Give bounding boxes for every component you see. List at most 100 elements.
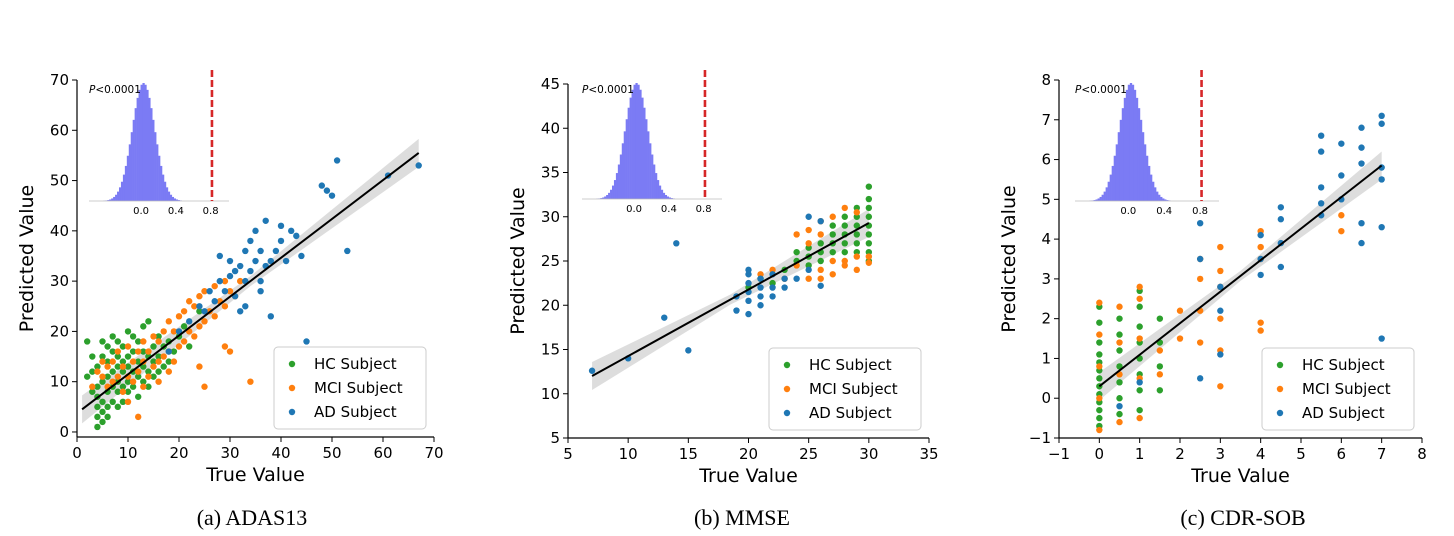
data-point: [145, 348, 152, 355]
data-point: [1116, 410, 1123, 418]
data-point: [140, 323, 147, 330]
histogram-bar: [606, 195, 609, 199]
legend-label: AD Subject: [314, 403, 397, 421]
data-point: [247, 267, 254, 275]
data-point: [237, 277, 244, 285]
data-point: [793, 231, 800, 238]
histogram-bar: [639, 89, 642, 199]
data-point: [1176, 335, 1184, 342]
histogram-bar: [130, 132, 133, 201]
inset-tick-label: 0.4: [1156, 206, 1172, 217]
data-point: [841, 240, 848, 247]
y-tick-label: 0: [59, 423, 69, 441]
data-point: [124, 378, 132, 385]
histogram-bar: [660, 189, 664, 199]
histogram-bar: [635, 83, 638, 199]
histogram-bar: [1133, 89, 1137, 201]
data-point: [140, 348, 147, 355]
histogram-bar: [641, 97, 644, 199]
data-point: [267, 313, 274, 320]
data-point: [1217, 351, 1224, 358]
data-point: [685, 347, 692, 354]
data-point: [853, 253, 860, 260]
data-point: [89, 353, 96, 360]
data-point: [99, 358, 106, 365]
legend-box: [1261, 347, 1415, 431]
data-point: [124, 363, 132, 370]
x-axis-label: True Value: [1190, 465, 1290, 487]
histogram-bar: [1162, 198, 1165, 201]
data-point: [865, 183, 873, 190]
histogram-bar: [656, 180, 660, 199]
data-point: [805, 213, 812, 220]
data-point: [1378, 176, 1385, 183]
data-point: [84, 338, 91, 345]
data-point: [226, 287, 234, 295]
panel-a: 0 10 20 30 40 50 60 70 0 10 20 30 40 50 60 70 True Value…: [16, 70, 444, 530]
data-point: [853, 248, 860, 256]
histogram-bar: [662, 192, 666, 199]
data-point: [150, 343, 157, 350]
data-point: [841, 222, 848, 229]
data-point: [160, 353, 167, 360]
histogram-bar: [1131, 84, 1135, 201]
data-point: [196, 308, 203, 315]
x-tick-label: 70: [424, 444, 443, 462]
data-point: [99, 338, 106, 345]
y-axis-label: Predicted Value: [998, 185, 1020, 332]
histogram-bar: [617, 164, 621, 199]
data-point: [853, 231, 860, 238]
data-point: [196, 323, 203, 330]
histogram-bar: [1137, 108, 1141, 201]
data-point: [817, 275, 824, 282]
histogram-bar: [158, 155, 161, 201]
data-point: [757, 271, 764, 278]
data-point: [328, 192, 336, 199]
data-point: [1096, 363, 1103, 370]
data-point: [661, 314, 668, 321]
data-point: [155, 333, 162, 340]
y-tick-label: 30: [50, 272, 69, 290]
data-point: [865, 253, 873, 260]
data-point: [165, 348, 172, 355]
data-point: [135, 338, 142, 345]
histogram-bar: [136, 97, 139, 201]
data-point: [221, 287, 229, 295]
data-point: [817, 266, 824, 274]
histogram-bar: [611, 185, 615, 199]
data-point: [237, 308, 244, 315]
data-point: [196, 363, 203, 370]
histogram-bar: [1111, 165, 1114, 201]
histogram-bar: [615, 173, 619, 199]
histogram-bar: [107, 200, 110, 201]
histogram-bar: [625, 119, 628, 199]
data-point: [865, 231, 873, 238]
histogram-bar: [600, 198, 603, 199]
data-point: [191, 303, 198, 310]
data-point: [865, 204, 873, 212]
histogram-bar: [1123, 97, 1127, 201]
data-point: [135, 358, 142, 365]
data-point: [114, 373, 122, 380]
data-point: [1116, 315, 1123, 322]
inset-histogram: P<0.0001 0.0 0.4 0.8: [1075, 70, 1219, 217]
histogram-bar: [124, 165, 128, 201]
histogram-bar: [144, 84, 147, 201]
data-point: [853, 240, 860, 247]
data-point: [242, 303, 249, 310]
data-point: [1116, 379, 1123, 386]
histogram-bar: [165, 187, 169, 201]
data-point: [129, 383, 137, 390]
data-point: [415, 162, 422, 169]
legend-marker: [1276, 385, 1284, 393]
data-point: [1277, 204, 1285, 211]
histogram-bar: [1099, 196, 1102, 201]
data-point: [89, 383, 96, 390]
x-tick-label: 25: [799, 445, 818, 463]
data-point: [1317, 148, 1325, 155]
histogram-bar: [1143, 144, 1147, 201]
histogram-bar: [126, 155, 130, 201]
data-point: [94, 383, 101, 390]
y-tick-label: 10: [541, 385, 560, 403]
histogram-bar: [1093, 200, 1096, 201]
